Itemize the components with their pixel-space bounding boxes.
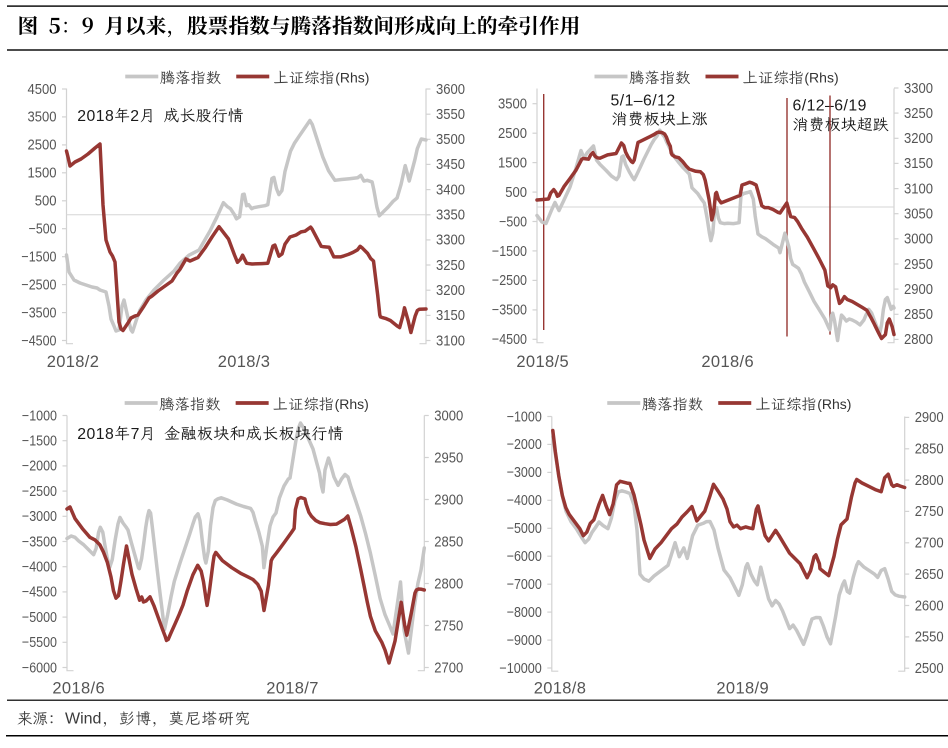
svg-text:−3500: −3500 [22, 534, 57, 550]
svg-text:3250: 3250 [436, 258, 465, 274]
svg-text:−2500: −2500 [492, 273, 527, 289]
svg-text:3500: 3500 [28, 110, 57, 126]
svg-text:−6000: −6000 [22, 660, 57, 676]
svg-text:−5000: −5000 [22, 610, 57, 626]
svg-text:−2500: −2500 [22, 484, 57, 500]
svg-text:(Rhs): (Rhs) [804, 69, 838, 85]
svg-text:3300: 3300 [436, 233, 465, 249]
svg-text:(Rhs): (Rhs) [335, 69, 369, 85]
svg-text:2800: 2800 [434, 576, 463, 592]
svg-text:500: 500 [505, 185, 527, 201]
svg-text:−8000: −8000 [507, 605, 542, 621]
svg-text:−4000: −4000 [22, 560, 57, 576]
svg-text:−2000: −2000 [22, 459, 57, 475]
svg-text:1500: 1500 [498, 155, 527, 171]
svg-text:1500: 1500 [28, 166, 57, 182]
svg-text:2850: 2850 [904, 307, 933, 323]
svg-text:2850: 2850 [434, 534, 463, 550]
svg-text:3250: 3250 [904, 106, 933, 122]
svg-text:−4500: −4500 [492, 332, 527, 348]
svg-text:3150: 3150 [436, 308, 465, 324]
svg-text:3100: 3100 [904, 181, 933, 197]
svg-text:Wind: Wind [65, 710, 101, 727]
svg-text:3550: 3550 [436, 107, 465, 123]
svg-text:−1000: −1000 [22, 408, 57, 424]
svg-text:2600: 2600 [915, 598, 944, 614]
svg-text:−3000: −3000 [22, 509, 57, 525]
svg-text:3400: 3400 [436, 182, 465, 198]
svg-text:2018/9: 2018/9 [716, 680, 769, 698]
svg-text:2018/6: 2018/6 [52, 680, 105, 698]
svg-text:−1500: −1500 [492, 244, 527, 260]
svg-text:3500: 3500 [498, 97, 527, 113]
svg-text:2018: 2018 [77, 426, 114, 443]
svg-text:4500: 4500 [28, 82, 57, 98]
svg-text:2950: 2950 [904, 257, 933, 273]
svg-text:3100: 3100 [436, 333, 465, 349]
svg-text:7: 7 [131, 426, 140, 443]
svg-text:2500: 2500 [915, 661, 944, 677]
svg-text:(Rhs): (Rhs) [335, 396, 369, 412]
svg-text:−9000: −9000 [507, 633, 542, 649]
svg-text:2750: 2750 [434, 618, 463, 634]
svg-text:−500: −500 [499, 214, 527, 230]
svg-text:−7000: −7000 [507, 577, 542, 593]
svg-text:2650: 2650 [915, 567, 944, 583]
svg-text:3450: 3450 [436, 157, 465, 173]
svg-text:−2000: −2000 [507, 437, 542, 453]
svg-text:2700: 2700 [915, 536, 944, 552]
svg-text:2900: 2900 [915, 410, 944, 426]
svg-text:3200: 3200 [436, 283, 465, 299]
svg-text:2850: 2850 [915, 442, 944, 458]
svg-text:500: 500 [35, 194, 57, 210]
svg-text:−3500: −3500 [492, 303, 527, 319]
svg-text:2018/7: 2018/7 [266, 680, 319, 698]
svg-text:2900: 2900 [434, 492, 463, 508]
svg-text:2500: 2500 [498, 126, 527, 142]
svg-text:−1500: −1500 [22, 434, 57, 450]
svg-text:2018/3: 2018/3 [218, 353, 271, 371]
svg-text:2900: 2900 [904, 282, 933, 298]
svg-text:2550: 2550 [915, 630, 944, 646]
svg-text:−1500: −1500 [21, 250, 56, 266]
svg-text:2950: 2950 [434, 450, 463, 466]
svg-text:−3000: −3000 [507, 465, 542, 481]
svg-text:2018/6: 2018/6 [701, 353, 754, 371]
svg-text:−4500: −4500 [22, 585, 57, 601]
svg-text:−6000: −6000 [507, 549, 542, 565]
svg-text:3350: 3350 [436, 208, 465, 224]
svg-text:−5000: −5000 [507, 521, 542, 537]
svg-text:2500: 2500 [28, 138, 57, 154]
svg-text:−5500: −5500 [22, 635, 57, 651]
svg-text:2700: 2700 [434, 660, 463, 676]
svg-text:2800: 2800 [915, 473, 944, 489]
svg-text:(Rhs): (Rhs) [817, 396, 851, 412]
svg-text:3500: 3500 [436, 132, 465, 148]
svg-text:−1000: −1000 [507, 409, 542, 425]
svg-text:−500: −500 [29, 222, 57, 238]
svg-text:2018/5: 2018/5 [516, 353, 569, 371]
svg-text:3000: 3000 [434, 408, 463, 424]
svg-text:3150: 3150 [904, 156, 933, 172]
svg-text:2: 2 [130, 108, 139, 125]
svg-text:3300: 3300 [904, 81, 933, 97]
svg-text:2750: 2750 [915, 504, 944, 520]
svg-text:3200: 3200 [904, 131, 933, 147]
svg-text:2018: 2018 [77, 108, 114, 125]
svg-text:2800: 2800 [904, 332, 933, 348]
svg-text:−4500: −4500 [21, 333, 56, 349]
svg-text:2018/2: 2018/2 [47, 353, 100, 371]
svg-text:2018/8: 2018/8 [534, 680, 587, 698]
svg-text:−10000: −10000 [499, 661, 541, 677]
svg-text:3000: 3000 [904, 232, 933, 248]
svg-text:3050: 3050 [904, 207, 933, 223]
svg-text:5/1–6/12: 5/1–6/12 [611, 92, 676, 109]
svg-text:−3500: −3500 [21, 305, 56, 321]
svg-text:−4000: −4000 [507, 493, 542, 509]
svg-text:−2500: −2500 [21, 277, 56, 293]
svg-text:3600: 3600 [436, 82, 465, 98]
